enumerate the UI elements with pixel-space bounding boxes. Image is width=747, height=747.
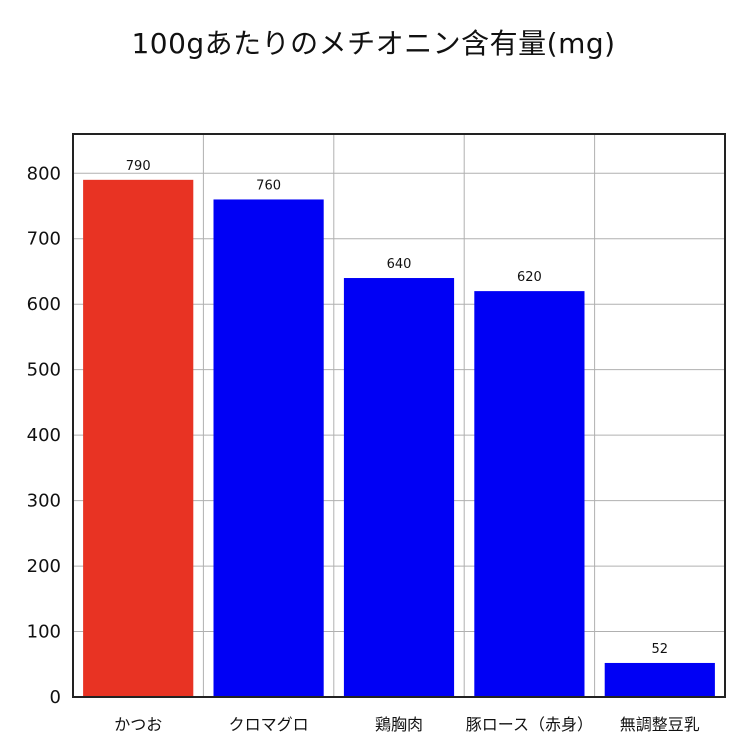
category-label-3: 豚ロース（赤身） <box>466 715 593 734</box>
category-label-2: 鶏胸肉 <box>375 715 423 734</box>
y-tick-label-1: 100 <box>27 622 61 643</box>
data-label-1: 760 <box>256 178 281 193</box>
y-tick-label-6: 600 <box>27 294 61 315</box>
y-tick-label-5: 500 <box>27 360 61 381</box>
y-tick-label-8: 800 <box>27 163 61 184</box>
x-axis-labels: かつお クロマグロ 鶏胸肉 豚ロース（赤身） 無調整豆乳 <box>114 715 700 734</box>
data-labels: 790 760 640 620 52 <box>126 159 668 657</box>
data-label-3: 620 <box>517 270 542 285</box>
category-label-1: クロマグロ <box>229 715 309 734</box>
category-label-0: かつお <box>114 715 162 734</box>
y-tick-label-0: 0 <box>50 687 61 708</box>
bar-0 <box>83 179 194 698</box>
y-tick-label-7: 700 <box>27 229 61 250</box>
bar-1 <box>213 199 324 697</box>
y-axis-ticks: 0 100 200 300 400 500 600 700 800 <box>27 163 61 708</box>
y-tick-label-3: 300 <box>27 491 61 512</box>
data-label-2: 640 <box>387 257 412 272</box>
plot-border <box>72 133 726 698</box>
data-label-4: 52 <box>652 642 669 657</box>
bar-3 <box>474 291 585 697</box>
chart-title: 100gあたりのメチオニン含有量(mg) <box>131 27 616 60</box>
bar-4 <box>604 662 715 697</box>
bars <box>83 179 715 698</box>
plot-frame <box>72 133 726 698</box>
y-tick-label-2: 200 <box>27 556 61 577</box>
category-label-4: 無調整豆乳 <box>620 715 700 734</box>
bar-2 <box>343 278 455 697</box>
data-label-0: 790 <box>126 159 151 174</box>
y-tick-label-4: 400 <box>27 425 61 446</box>
